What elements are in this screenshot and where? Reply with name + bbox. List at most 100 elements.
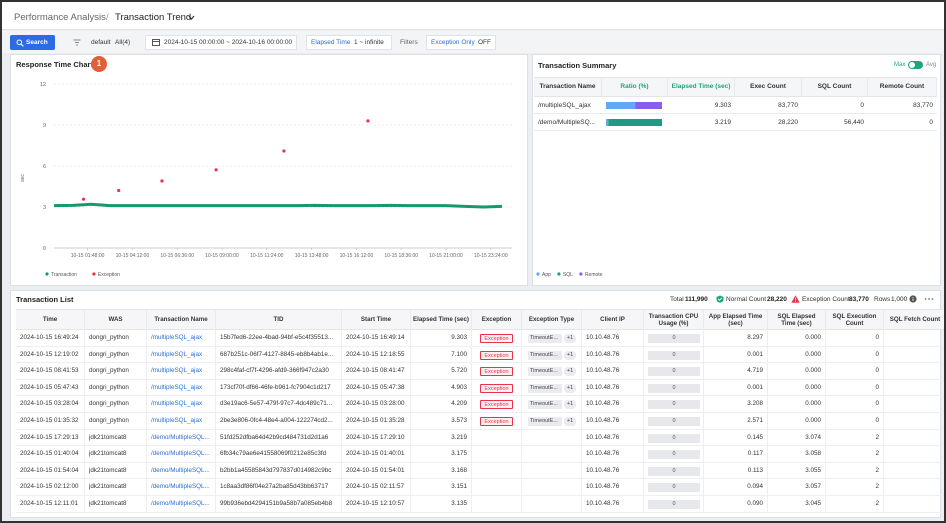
summary-row [534,114,937,131]
list-cell-border [471,479,472,496]
list-cell: 0.145 [747,433,763,441]
list-row[interactable] [16,446,944,463]
filters-label[interactable]: Filters [400,39,418,46]
breadcrumb[interactable]: Performance Analysis [14,12,106,23]
list-cell: 3.151 [451,483,467,491]
elapsed-label[interactable]: Elapsed Time [311,39,351,46]
transaction-link[interactable]: /multipleSQL_ajax [151,417,203,424]
list-cell-border [215,330,216,347]
list-cell-border [825,446,826,463]
list-column-header: Exception [472,309,522,330]
list-cell-border [146,462,147,480]
list-cell: 2024-10-15 01:54:04 [20,466,79,474]
list-cell-border [146,496,147,513]
elapsed-value[interactable]: 1 ~ infinite [354,39,384,46]
toggle-avg[interactable]: Avg [926,62,937,68]
toggle-max[interactable]: Max [894,62,906,68]
list-cell-border [643,446,644,463]
list-cell: jdk21tomcat8 [89,483,127,491]
list-row[interactable] [16,463,944,480]
list-cell: 3.219 [451,433,467,441]
transaction-link[interactable]: /demo/MultipleSQL... [151,483,210,491]
list-row[interactable] [16,330,944,347]
list-cell-border [410,479,411,496]
list-row[interactable] [16,413,944,430]
elapsed-box[interactable] [306,35,392,50]
toggle-switch[interactable] [908,61,923,69]
transaction-link[interactable]: /demo/MultipleSQL... [151,466,210,474]
list-cell: jdk21tomcat8 [89,500,127,507]
info-icon[interactable] [909,295,917,303]
list-cell-border [643,346,644,364]
list-cell: 10.10.48.76 [586,500,620,507]
list-cell: 10.10.48.76 [586,400,620,408]
list-row[interactable] [16,363,944,380]
exception-only-label[interactable]: Exception Only [431,39,475,46]
list-cell-border [410,330,411,347]
exception-more-badge: +1 [564,334,576,343]
transaction-link[interactable]: /multipleSQL_ajax [151,383,203,391]
list-row[interactable] [16,347,944,364]
list-cell: 687b251c-06f7-4127-8845-eb8b4ab1e... [220,350,334,358]
exception-badge: Exception [480,400,513,410]
list-cell: 10.10.48.76 [586,450,620,458]
list-row[interactable] [16,479,944,496]
summary-column-header: SQL Count [802,77,868,97]
list-cell-border [215,413,216,430]
filter-label[interactable]: default [91,39,111,46]
list-cell-border [643,330,644,347]
list-cell-border [215,462,216,480]
cpu-usage-bar: 0 [648,483,700,493]
list-cell: 0.090 [747,500,763,507]
list-row[interactable] [16,396,944,413]
list-cell-border [883,346,884,364]
list-row[interactable] [16,380,944,397]
list-cell: 2024-10-15 12:18:55 [346,350,405,358]
list-cell-border [883,429,884,447]
list-cell-border [471,462,472,480]
list-cell: 10.10.48.76 [586,383,620,391]
transaction-link[interactable]: /multipleSQL_ajax [151,367,203,375]
list-cell: 2024-10-15 12:10:57 [346,500,405,507]
list-cell-border [341,396,342,413]
transaction-link[interactable]: /demo/MultipleSQL... [151,450,210,458]
filter-value[interactable]: All(4) [115,39,131,46]
transaction-link[interactable]: /multipleSQL_ajax [151,334,203,341]
list-row[interactable] [16,496,944,513]
list-cell: 0.001 [747,350,763,358]
list-cell-border [883,496,884,513]
list-cell-border [341,330,342,347]
summary-transaction-name[interactable]: /demo/MultipleSQ... [538,119,596,126]
date-range-box[interactable] [145,35,297,50]
more-icon[interactable] [924,297,934,301]
summary-transaction-name[interactable]: /multipleSQL_ajax [538,102,591,109]
transaction-link[interactable]: /multipleSQL_ajax [151,400,203,408]
list-cell: 3.074 [805,433,821,441]
list-cell-border [703,429,704,447]
list-cell: 2024-10-15 16:49:14 [346,334,405,341]
transaction-link[interactable]: /demo/MultipleSQL... [151,500,210,507]
list-cell-border [215,363,216,380]
page-title[interactable]: Transaction Trend [115,12,192,23]
dropdown-icon[interactable] [188,14,195,21]
cpu-usage-bar: 0 [648,350,700,360]
search-label[interactable]: Search [26,39,48,46]
transaction-link[interactable]: /demo/MultipleSQL... [151,433,210,441]
list-cell-border [767,413,768,430]
list-cell-border [767,330,768,347]
list-cell: 2024-10-15 01:40:04 [20,450,79,458]
transaction-link[interactable]: /multipleSQL_ajax [151,350,203,358]
date-range[interactable]: 2024-10-15 00:00:00 ~ 2024-10-16 00:00:0… [164,39,293,46]
list-row[interactable] [16,430,944,447]
exception-only-value[interactable]: OFF [478,39,491,46]
exception-type-badge: TimeoutE... [528,383,562,393]
rows-value[interactable]: 1,000 [891,296,908,303]
list-column-header: App Elapsed Time (sec) [704,309,768,330]
list-cell-border [825,379,826,397]
total-value: 111,990 [685,296,708,303]
search-button[interactable] [10,35,55,50]
summary-cell: 28,220 [778,119,798,126]
exception-only-box[interactable] [426,35,496,50]
list-cell-border [703,479,704,496]
normal-icon [716,295,724,303]
